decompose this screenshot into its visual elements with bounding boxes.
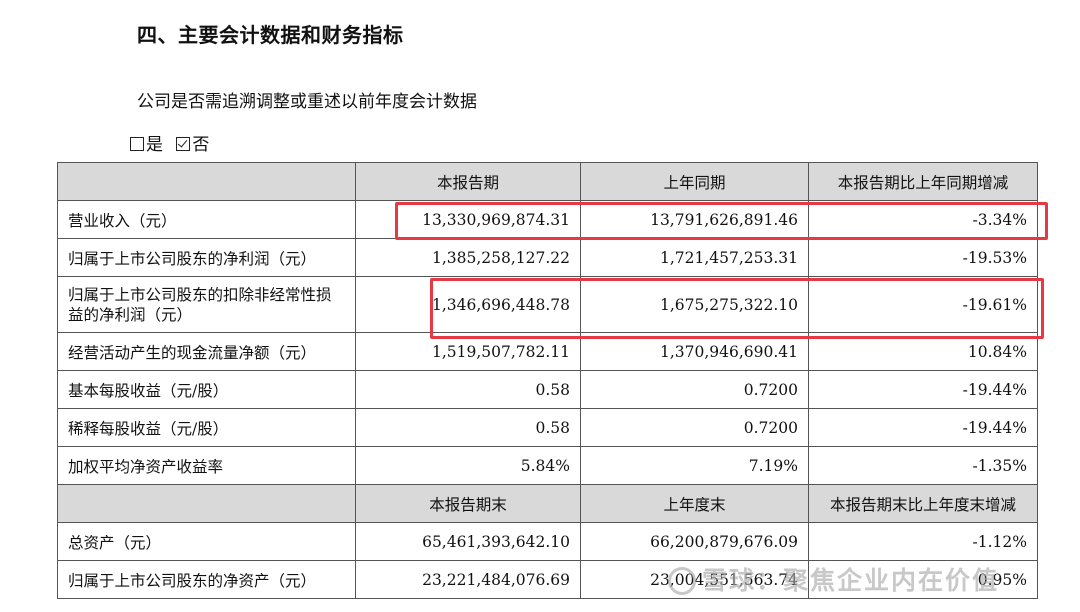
watermark-text: 雪球：聚焦企业内在价值 — [702, 566, 1000, 595]
table-row: 总资产（元） 65,461,393,642.10 66,200,879,676.… — [57, 522, 1038, 561]
change-value: -1.35% — [808, 446, 1038, 485]
table-row: 营业收入（元） 13,330,969,874.31 13,791,626,891… — [57, 200, 1038, 239]
row-label: 基本每股收益（元/股） — [57, 370, 356, 409]
current-value: 5.84% — [355, 446, 581, 485]
table-header-row: 本报告期 上年同期 本报告期比上年同期增减 — [57, 162, 1038, 201]
row-label: 归属于上市公司股东的净利润（元） — [57, 238, 356, 277]
change-value: -19.61% — [808, 276, 1038, 333]
prior-value: 0.7200 — [580, 408, 809, 447]
header-prior-year-end: 上年度末 — [580, 484, 809, 523]
section-heading: 四、主要会计数据和财务指标 — [137, 23, 404, 47]
header-period-end: 本报告期末 — [355, 484, 581, 523]
prior-value: 0.7200 — [580, 370, 809, 409]
current-value: 0.58 — [355, 408, 581, 447]
table-row: 归属于上市公司股东的净利润（元） 1,385,258,127.22 1,721,… — [57, 238, 1038, 277]
header-change-year-end: 本报告期末比上年度末增减 — [808, 484, 1038, 523]
table-subheader-row: 本报告期末 上年度末 本报告期末比上年度末增减 — [57, 484, 1038, 523]
header-current-period: 本报告期 — [355, 162, 581, 201]
current-value: 13,330,969,874.31 — [355, 200, 581, 239]
change-value: -19.44% — [808, 408, 1038, 447]
row-label: 加权平均净资产收益率 — [57, 446, 356, 485]
restatement-question: 公司是否需追溯调整或重述以前年度会计数据 — [137, 92, 477, 112]
header-label-cell — [57, 162, 356, 201]
option-yes[interactable]: 是 — [130, 135, 168, 155]
prior-value: 13,791,626,891.46 — [580, 200, 809, 239]
current-value: 0.58 — [355, 370, 581, 409]
change-value: -1.12% — [808, 522, 1038, 561]
change-value: 0.95% — [808, 560, 1038, 599]
option-no[interactable]: 否 — [176, 135, 209, 155]
row-label: 总资产（元） — [57, 522, 356, 561]
row-label: 归属于上市公司股东的扣除非经常性损益的净利润（元） — [57, 276, 356, 333]
row-label: 稀释每股收益（元/股） — [57, 408, 356, 447]
table-row: 经营活动产生的现金流量净额（元） 1,519,507,782.11 1,370,… — [57, 332, 1038, 371]
header-label-cell — [57, 484, 356, 523]
option-yes-label: 是 — [146, 135, 163, 155]
prior-value: 1,370,946,690.41 — [580, 332, 809, 371]
row-label: 归属于上市公司股东的净资产（元） — [57, 560, 356, 599]
current-value: 1,385,258,127.22 — [355, 238, 581, 277]
watermark: 雪球：聚焦企业内在价值 — [668, 561, 999, 597]
current-value: 1,519,507,782.11 — [355, 332, 581, 371]
financial-indicators-table: 本报告期 上年同期 本报告期比上年同期增减 营业收入（元） 13,330,969… — [57, 162, 1038, 599]
prior-value: 7.19% — [580, 446, 809, 485]
prior-value: 66,200,879,676.09 — [580, 522, 809, 561]
prior-value: 1,675,275,322.10 — [580, 276, 809, 333]
table-row: 加权平均净资产收益率 5.84% 7.19% -1.35% — [57, 446, 1038, 485]
row-label: 经营活动产生的现金流量净额（元） — [57, 332, 356, 371]
checkbox-yes-icon[interactable] — [130, 137, 144, 151]
table-row: 基本每股收益（元/股） 0.58 0.7200 -19.44% — [57, 370, 1038, 409]
current-value: 1,346,696,448.78 — [355, 276, 581, 333]
prior-value: 1,721,457,253.31 — [580, 238, 809, 277]
snowball-logo-icon — [668, 567, 696, 595]
checkbox-no-checked-icon[interactable] — [176, 137, 191, 151]
table-row: 稀释每股收益（元/股） 0.58 0.7200 -19.44% — [57, 408, 1038, 447]
row-label: 营业收入（元） — [57, 200, 356, 239]
change-value: -19.53% — [808, 238, 1038, 277]
header-change: 本报告期比上年同期增减 — [808, 162, 1038, 201]
header-prior-period: 上年同期 — [580, 162, 809, 201]
change-value: -19.44% — [808, 370, 1038, 409]
current-value: 65,461,393,642.10 — [355, 522, 581, 561]
change-value: -3.34% — [808, 200, 1038, 239]
restatement-answer: 是 否 — [130, 130, 217, 155]
option-no-label: 否 — [192, 135, 210, 155]
table-row: 归属于上市公司股东的扣除非经常性损益的净利润（元） 1,346,696,448.… — [57, 276, 1038, 333]
change-value: 10.84% — [808, 332, 1038, 371]
current-value: 23,221,484,076.69 — [355, 560, 581, 599]
